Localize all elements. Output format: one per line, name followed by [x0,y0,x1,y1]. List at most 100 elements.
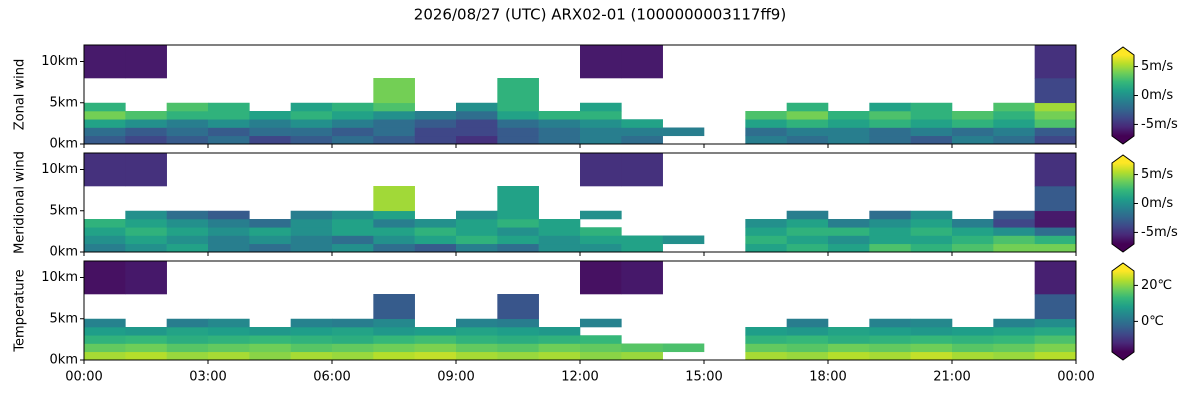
heatmap-cell [332,335,374,344]
heatmap-cell [84,127,126,137]
heatmap-cell [125,127,167,137]
heatmap-cell [993,235,1035,245]
heatmap-cell [125,119,167,128]
heatmap-cell [1034,261,1077,295]
heatmap-cell [290,102,333,112]
heatmap-cell [910,327,953,336]
heatmap-cell [456,235,498,245]
heatmap-cell [456,210,498,220]
heatmap-cell [290,210,333,220]
heatmap-cell [125,153,167,187]
heatmap-cell [786,327,829,336]
heatmap-cell [373,111,415,120]
x-tick-label: 15:00 [685,370,722,385]
heatmap-cell [497,111,539,120]
heatmap-cell [786,243,829,253]
heatmap-cell [456,351,498,361]
heatmap-cell [745,351,787,361]
heatmap-cell [497,186,539,212]
heatmap-cell [249,327,291,336]
colorbar-tick-label: 0m/s [1141,196,1173,211]
heatmap-cell [952,227,994,236]
heatmap-cell [580,210,622,220]
heatmap-cell [84,102,126,112]
heatmap-cell [1034,135,1077,145]
heatmap-cell [745,335,787,344]
heatmap-cell [84,318,126,328]
heatmap-cell [125,210,167,220]
colorbar-tick-label: 5m/s [1141,59,1173,74]
heatmap-cell [332,235,374,245]
x-tick-label: 00:00 [1057,370,1094,385]
heatmap-cell [332,343,374,353]
heatmap-cell [84,227,126,236]
heatmap-cell [84,335,126,344]
heatmap-cell [249,343,291,353]
colorbar-tick-label: 20℃ [1141,278,1172,293]
heatmap-cell [910,343,953,353]
heatmap-cell [332,127,374,137]
heatmap-cell [621,235,663,245]
heatmap-cell [745,119,787,128]
heatmap-cell [580,261,622,295]
heatmap-cell [869,343,911,353]
heatmap-cell [786,235,829,245]
heatmap-cell [1034,186,1077,212]
heatmap-cell [952,235,994,245]
heatmap-cell [1034,102,1077,112]
heatmap-cell [249,235,291,245]
heatmap-cell [373,119,415,128]
heatmap-cell [580,119,622,128]
heatmap-cell [828,219,870,228]
heatmap-cell [745,127,787,137]
heatmap-cell [580,111,622,120]
heatmap-cell [993,243,1035,253]
heatmap-cell [538,327,581,336]
heatmap-cell [414,219,457,228]
heatmap-cell [414,235,457,245]
heatmap-cell [290,227,333,236]
heatmap-cell [910,119,953,128]
heatmap-cell [497,294,539,320]
heatmap-cell [993,343,1035,353]
heatmap-cell [414,119,457,128]
heatmap-cell [84,135,126,145]
heatmap-cell [745,227,787,236]
heatmap-cell [373,294,415,320]
heatmap-cell [208,243,250,253]
heatmap-cell [125,235,167,245]
heatmap-cell [332,351,374,361]
heatmap-cell [786,343,829,353]
heatmap-cell [1034,219,1077,228]
heatmap-cell [497,327,539,336]
colorbar-extend-bottom [1112,244,1134,252]
heatmap-cell [910,318,953,328]
heatmap-cell [993,119,1035,128]
heatmap-cell [1034,78,1077,104]
heatmap-cell [290,243,333,253]
heatmap-cell [745,235,787,245]
y-tick-label: 10km [41,54,78,69]
heatmap-cell [332,135,374,145]
heatmap-cell [166,343,209,353]
heatmap-cell [456,219,498,228]
y-tick-label: 5km [50,95,78,110]
heatmap-cell [580,318,622,328]
heatmap-cell [166,335,209,344]
x-tick-label: 06:00 [313,370,350,385]
heatmap-cell [456,243,498,253]
colorbar [1112,55,1134,136]
heatmap-cell [373,343,415,353]
heatmap-cell [786,111,829,120]
colorbar [1112,163,1134,244]
heatmap-cell [1034,153,1077,187]
heatmap-cell [332,210,374,220]
heatmap-cell [538,243,581,253]
heatmap-cell [84,111,126,120]
heatmap-cell [952,119,994,128]
heatmap-cell [1034,227,1077,236]
y-tick-label: 5km [50,311,78,326]
heatmap-cell [373,327,415,336]
figure-title: 2026/08/27 (UTC) ARX02-01 (1000000003117… [414,6,786,24]
